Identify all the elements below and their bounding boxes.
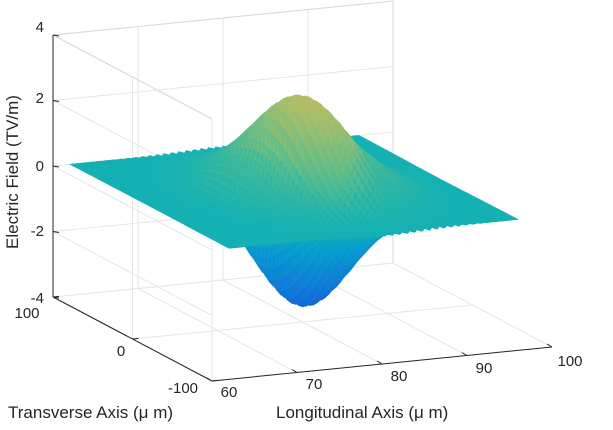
grid-line <box>52 165 213 251</box>
grid-line <box>132 304 473 340</box>
box-edge <box>52 34 213 120</box>
box-edge <box>52 0 394 36</box>
grid-line <box>52 231 213 316</box>
surface-mesh <box>68 94 520 308</box>
grid-line <box>52 66 394 101</box>
